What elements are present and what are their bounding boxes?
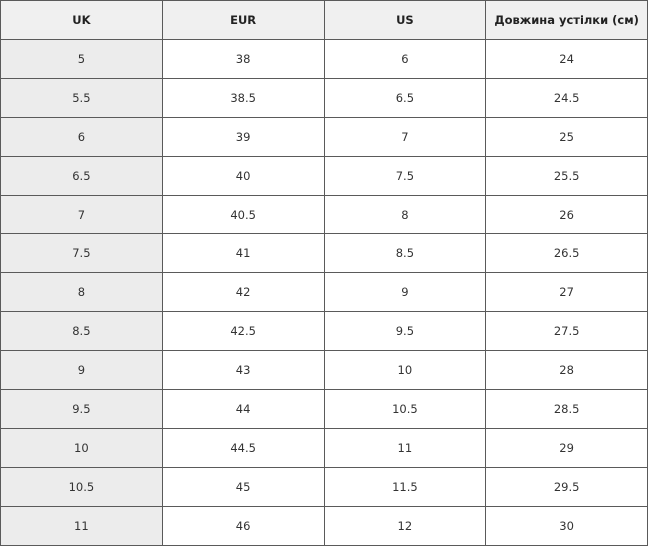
- table-cell: 24: [485, 39, 648, 79]
- header-cell: UK: [0, 0, 163, 40]
- table-cell: 6.5: [0, 155, 163, 196]
- table-cell: 25: [485, 116, 648, 157]
- table-cell: 9: [323, 272, 487, 313]
- table-cell: 7.5: [0, 233, 163, 274]
- table-cell: 41: [161, 233, 325, 274]
- table-cell: 38: [161, 39, 325, 79]
- table-cell: 8.5: [323, 233, 487, 274]
- table-cell: 9.5: [323, 311, 487, 352]
- table-cell: 10.5: [0, 466, 163, 507]
- table-row: 11 46 12 30: [0, 505, 648, 546]
- table-cell: 7: [0, 194, 163, 235]
- table-cell: 43: [161, 350, 325, 391]
- table-cell: 27.5: [485, 311, 648, 352]
- table-cell: 42.5: [161, 311, 325, 352]
- header-row: UK EUR US Довжина устілки (см): [0, 0, 648, 40]
- table-header: UK EUR US Довжина устілки (см): [0, 0, 648, 40]
- table-cell: 26.5: [485, 233, 648, 274]
- table-cell: 38.5: [161, 77, 325, 118]
- table-row: 6.5 40 7.5 25.5: [0, 155, 648, 196]
- table-cell: 5: [0, 39, 163, 79]
- table-cell: 6.5: [323, 77, 487, 118]
- table-cell: 9.5: [0, 389, 163, 429]
- table-row: 5 38 6 24: [0, 39, 648, 79]
- table-body: 5 38 6 24 5.5 38.5 6.5 24.5 6 39 7 25 6.5 40 7.5 25.5 7 4…: [0, 39, 648, 546]
- table-cell: 28: [485, 350, 648, 391]
- table-cell: 24.5: [485, 77, 648, 118]
- table-cell: 10: [0, 427, 163, 468]
- table-cell: 30: [485, 505, 648, 546]
- table-cell: 6: [323, 39, 487, 79]
- header-cell: Довжина устілки (см): [485, 0, 648, 40]
- table-cell: 11: [0, 505, 163, 546]
- table-cell: 29.5: [485, 466, 648, 507]
- table-cell: 46: [161, 505, 325, 546]
- table-cell: 44.5: [161, 427, 325, 468]
- table-row: 6 39 7 25: [0, 116, 648, 157]
- table-cell: 28.5: [485, 389, 648, 429]
- table-cell: 39: [161, 116, 325, 157]
- table-cell: 6: [0, 116, 163, 157]
- table-row: 10.5 45 11.5 29.5: [0, 466, 648, 507]
- table-cell: 7: [323, 116, 487, 157]
- table-cell: 11: [323, 427, 487, 468]
- table-row: 7.5 41 8.5 26.5: [0, 233, 648, 274]
- table-cell: 12: [323, 505, 487, 546]
- table-cell: 8.5: [0, 311, 163, 352]
- header-cell: EUR: [161, 0, 325, 40]
- table-cell: 10.5: [323, 389, 487, 429]
- table-cell: 29: [485, 427, 648, 468]
- table-cell: 9: [0, 350, 163, 391]
- table-row: 8.5 42.5 9.5 27.5: [0, 311, 648, 352]
- table-cell: 27: [485, 272, 648, 313]
- table-cell: 10: [323, 350, 487, 391]
- table-cell: 40: [161, 155, 325, 196]
- table-row: 9.5 44 10.5 28.5: [0, 389, 648, 429]
- table-row: 10 44.5 11 29: [0, 427, 648, 468]
- table-cell: 7.5: [323, 155, 487, 196]
- table-cell: 44: [161, 389, 325, 429]
- table-cell: 8: [0, 272, 163, 313]
- table-row: 9 43 10 28: [0, 350, 648, 391]
- table-cell: 25.5: [485, 155, 648, 196]
- table-row: 8 42 9 27: [0, 272, 648, 313]
- table-cell: 40.5: [161, 194, 325, 235]
- table-cell: 8: [323, 194, 487, 235]
- table-cell: 26: [485, 194, 648, 235]
- table-cell: 5.5: [0, 77, 163, 118]
- header-cell: US: [323, 0, 487, 40]
- table-cell: 42: [161, 272, 325, 313]
- table-row: 5.5 38.5 6.5 24.5: [0, 77, 648, 118]
- table-row: 7 40.5 8 26: [0, 194, 648, 235]
- table-cell: 11.5: [323, 466, 487, 507]
- table-cell: 45: [161, 466, 325, 507]
